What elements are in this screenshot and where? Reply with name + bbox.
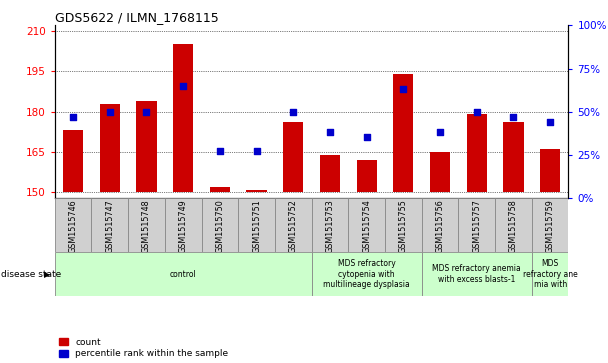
Text: ▶: ▶ bbox=[44, 270, 50, 278]
Bar bbox=[422, 198, 458, 252]
Point bbox=[362, 135, 371, 140]
Text: GSM1515751: GSM1515751 bbox=[252, 200, 261, 253]
Bar bbox=[91, 198, 128, 252]
Text: MDS refractory
cytopenia with
multilineage dysplasia: MDS refractory cytopenia with multilinea… bbox=[323, 259, 410, 289]
Point bbox=[435, 130, 445, 135]
Point bbox=[508, 114, 518, 120]
Bar bbox=[311, 198, 348, 252]
Bar bbox=[495, 198, 532, 252]
Bar bbox=[385, 198, 422, 252]
Point bbox=[325, 130, 335, 135]
Text: GSM1515753: GSM1515753 bbox=[325, 200, 334, 253]
Point bbox=[398, 86, 408, 92]
Text: GSM1515748: GSM1515748 bbox=[142, 200, 151, 253]
Point bbox=[105, 109, 115, 115]
Bar bbox=[430, 152, 450, 192]
Text: GSM1515750: GSM1515750 bbox=[215, 200, 224, 253]
Bar bbox=[275, 198, 311, 252]
Bar bbox=[503, 122, 523, 192]
Bar bbox=[532, 252, 568, 296]
Text: GSM1515754: GSM1515754 bbox=[362, 200, 371, 253]
Bar bbox=[165, 198, 201, 252]
Point bbox=[178, 83, 188, 89]
Text: GSM1515759: GSM1515759 bbox=[545, 200, 554, 253]
Bar bbox=[246, 190, 267, 192]
Bar bbox=[136, 101, 156, 192]
Bar bbox=[55, 198, 91, 252]
Bar bbox=[173, 44, 193, 192]
Bar bbox=[467, 114, 487, 192]
Bar bbox=[393, 74, 413, 192]
Point bbox=[288, 109, 298, 115]
Bar bbox=[311, 252, 422, 296]
Text: MDS refractory anemia
with excess blasts-1: MDS refractory anemia with excess blasts… bbox=[432, 264, 521, 284]
Point bbox=[215, 148, 225, 154]
Text: disease state: disease state bbox=[1, 270, 61, 278]
Legend: count, percentile rank within the sample: count, percentile rank within the sample bbox=[59, 338, 229, 359]
Bar bbox=[320, 155, 340, 192]
Bar bbox=[238, 198, 275, 252]
Bar bbox=[128, 198, 165, 252]
Bar bbox=[55, 252, 311, 296]
Bar bbox=[210, 187, 230, 192]
Bar bbox=[532, 198, 568, 252]
Bar bbox=[283, 122, 303, 192]
Text: GDS5622 / ILMN_1768115: GDS5622 / ILMN_1768115 bbox=[55, 11, 218, 24]
Text: GSM1515752: GSM1515752 bbox=[289, 200, 298, 253]
Point bbox=[142, 109, 151, 115]
Bar bbox=[63, 130, 83, 192]
Text: GSM1515758: GSM1515758 bbox=[509, 200, 518, 253]
Text: control: control bbox=[170, 270, 196, 278]
Text: GSM1515749: GSM1515749 bbox=[179, 200, 188, 253]
Text: GSM1515756: GSM1515756 bbox=[435, 200, 444, 253]
Bar bbox=[201, 198, 238, 252]
Point bbox=[472, 109, 482, 115]
Point bbox=[252, 148, 261, 154]
Bar bbox=[422, 252, 532, 296]
Bar bbox=[356, 160, 377, 192]
Bar bbox=[540, 149, 560, 192]
Point bbox=[68, 114, 78, 120]
Point bbox=[545, 119, 555, 125]
Text: GSM1515755: GSM1515755 bbox=[399, 200, 408, 253]
Bar bbox=[458, 198, 495, 252]
Text: GSM1515747: GSM1515747 bbox=[105, 200, 114, 253]
Text: GSM1515746: GSM1515746 bbox=[69, 200, 78, 253]
Bar bbox=[348, 198, 385, 252]
Text: GSM1515757: GSM1515757 bbox=[472, 200, 482, 253]
Text: MDS
refractory ane
mia with: MDS refractory ane mia with bbox=[523, 259, 578, 289]
Bar bbox=[100, 103, 120, 192]
